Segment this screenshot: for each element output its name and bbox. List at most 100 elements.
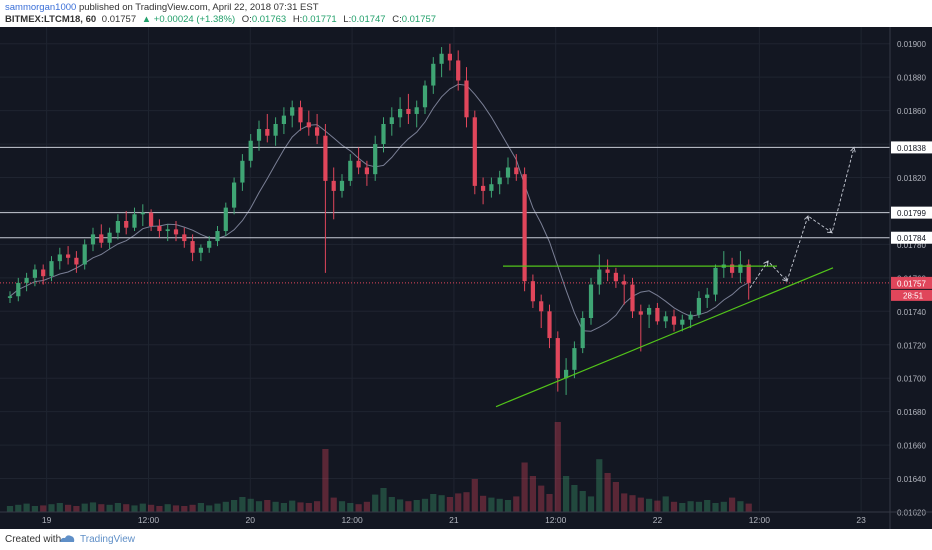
- candle-body: [605, 269, 610, 273]
- candle-body: [348, 160, 353, 181]
- close-value: 0.01757: [401, 14, 437, 25]
- volume-bar: [131, 505, 138, 512]
- candle-body: [705, 294, 710, 298]
- projection-arrow-head: [850, 146, 856, 153]
- price-change: ▲ +0.00024 (+1.38%): [141, 14, 236, 25]
- level-price-tag: [891, 141, 932, 154]
- volume-bar: [612, 482, 619, 512]
- candle-body: [82, 244, 87, 265]
- candle-body: [389, 117, 394, 124]
- volume-bar: [463, 492, 470, 512]
- candle-body: [240, 160, 245, 183]
- volume-bar: [264, 500, 271, 512]
- candle-body: [364, 167, 369, 175]
- volume-bar: [231, 500, 238, 512]
- volume-bar: [40, 505, 47, 512]
- last-price: 0.01757: [101, 14, 137, 25]
- current-price-label: 0.01757: [897, 279, 926, 288]
- candle-body: [671, 316, 677, 325]
- candle-body: [647, 307, 652, 315]
- candle-body: [497, 177, 502, 185]
- volume-bar: [421, 498, 429, 512]
- candle-body: [339, 180, 345, 191]
- volume-bar: [280, 503, 287, 512]
- candle-body: [373, 144, 378, 175]
- candle-body: [638, 311, 643, 315]
- candle-body: [398, 108, 403, 118]
- volume-bar: [571, 485, 578, 512]
- moving-average: [9, 83, 749, 332]
- open-label: O:: [241, 14, 252, 25]
- time-axis: 19 12:00 20 12:00 21 12:00 22 12:00 23: [0, 511, 932, 525]
- high-value: 0.01771: [302, 14, 337, 25]
- trend-drawings: [495, 146, 856, 408]
- candle-body: [555, 338, 560, 379]
- volume-bar: [480, 495, 487, 512]
- x-tick-label: 12:00: [749, 515, 771, 525]
- volume-bar: [380, 488, 387, 512]
- candle-body: [16, 282, 21, 297]
- projection-arrow-head: [826, 228, 833, 234]
- candle-body: [464, 80, 469, 118]
- candle-body: [597, 269, 602, 285]
- tradingview-brand[interactable]: TradingView: [80, 534, 136, 545]
- candle-body: [356, 160, 361, 168]
- volume-bar: [206, 505, 213, 512]
- candle-body: [24, 277, 29, 283]
- candlestick-chart[interactable]: 0.019000.018800.018600.018400.018200.018…: [0, 27, 932, 529]
- volume-bar: [314, 501, 321, 512]
- candle-body: [514, 167, 519, 175]
- volume-bar: [720, 501, 727, 512]
- volume-bar: [81, 503, 88, 512]
- volume-bar: [114, 503, 121, 512]
- symbol-line: BITMEX:LTCM18, 60 0.01757 ▲ +0.00024 (+1…: [5, 14, 436, 25]
- moving-average-line: [9, 83, 749, 332]
- volume-bar: [98, 504, 105, 512]
- low-label: L:: [343, 14, 352, 25]
- candle-body: [57, 254, 62, 262]
- y-tick-label: 0.01620: [897, 509, 926, 518]
- y-tick-label: 0.01880: [897, 74, 926, 83]
- volume-bar: [189, 504, 196, 512]
- volume-bar: [214, 503, 221, 512]
- candle-body: [730, 264, 735, 273]
- level-price-label: 0.01784: [897, 234, 926, 243]
- candle-body: [207, 241, 212, 248]
- chart-footer: Created with TradingView: [0, 529, 932, 550]
- volume-bar: [372, 494, 379, 512]
- volume-bar: [488, 497, 495, 512]
- volume-bar: [563, 476, 570, 512]
- candles: [7, 43, 751, 395]
- chart-area[interactable]: 0.019000.018800.018600.018400.018200.018…: [0, 27, 932, 529]
- volume-bar: [239, 497, 246, 512]
- candle-body: [522, 174, 527, 282]
- volume-bar: [654, 500, 661, 512]
- candle-body: [539, 301, 544, 312]
- author-link[interactable]: sammorgan1000: [5, 2, 77, 13]
- support-trendline: [495, 267, 834, 408]
- candle-body: [406, 108, 411, 114]
- candle-body: [738, 264, 743, 273]
- candle-body: [115, 221, 120, 233]
- current-price-tag: [891, 276, 932, 289]
- candle-body: [107, 232, 112, 243]
- x-tick-label: 12:00: [545, 515, 567, 525]
- candle-body: [190, 241, 195, 253]
- candle-body: [173, 229, 179, 235]
- x-tick-label: 12:00: [138, 515, 160, 525]
- volume-bar: [679, 503, 686, 512]
- candle-body: [232, 182, 237, 208]
- candle-body: [547, 311, 552, 339]
- created-with-label: Created with: [5, 534, 62, 545]
- candle-body: [663, 316, 668, 322]
- candle-body: [505, 167, 511, 178]
- volume-bar: [438, 495, 445, 512]
- volume-bar: [471, 479, 478, 512]
- y-tick-label: 0.01860: [897, 107, 926, 116]
- volume-bar: [297, 502, 304, 512]
- y-tick-label: 0.01740: [897, 308, 926, 317]
- volume-bar: [15, 504, 22, 512]
- volume-bar: [604, 473, 611, 512]
- volume-bar: [355, 504, 362, 512]
- symbol-name: BITMEX:LTCM18, 60: [5, 14, 97, 25]
